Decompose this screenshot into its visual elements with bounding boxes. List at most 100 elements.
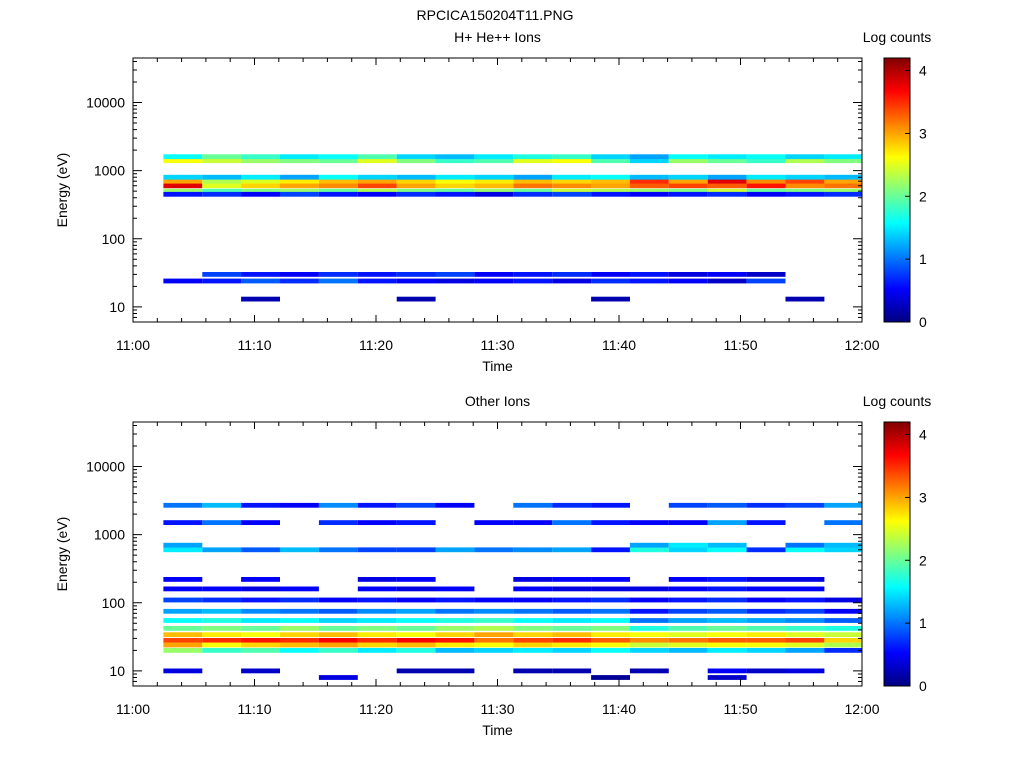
heatmap-cell xyxy=(435,154,475,160)
heatmap-cell xyxy=(474,183,514,189)
heatmap-cell xyxy=(435,191,475,197)
heatmap-cell xyxy=(280,547,319,553)
heatmap-cell xyxy=(552,158,592,164)
heatmap-cell xyxy=(707,626,747,631)
heatmap-cell xyxy=(785,183,825,189)
heatmap-cell xyxy=(318,272,358,277)
colorbar-tick-label: 3 xyxy=(919,489,927,505)
heatmap-cell xyxy=(591,502,630,508)
heatmap-cell xyxy=(163,642,203,648)
colorbar: Log counts 0 1 2 3 4 xyxy=(863,29,932,330)
heatmap-cell xyxy=(202,188,242,194)
heatmap-cell xyxy=(513,577,553,582)
heatmap-cell xyxy=(629,188,669,194)
heatmap-cell xyxy=(318,648,358,653)
heatmap-cell xyxy=(746,642,786,648)
heatmap-cell xyxy=(474,608,514,614)
heatmap-cell xyxy=(318,618,358,623)
heatmap-cells xyxy=(163,154,862,302)
heatmap-cell xyxy=(668,638,708,643)
heatmap-cell xyxy=(785,648,825,653)
heatmap-cell xyxy=(591,278,630,284)
heatmap-cell xyxy=(707,586,747,592)
heatmap-cell xyxy=(202,191,242,197)
heatmap-cell xyxy=(202,178,242,184)
heatmap-cell xyxy=(435,547,475,553)
heatmap-cell xyxy=(241,638,280,643)
heatmap-cell xyxy=(707,520,747,525)
heatmap-cell xyxy=(668,648,708,653)
heatmap-cell xyxy=(746,502,786,508)
heatmap-cell xyxy=(435,502,475,508)
heatmap-cell xyxy=(396,597,436,603)
heatmap-cell xyxy=(202,632,242,638)
heatmap-cell xyxy=(202,642,242,648)
heatmap-cell xyxy=(824,618,862,623)
heatmap-cell xyxy=(396,638,436,643)
heatmap-cell xyxy=(474,547,514,553)
heatmap-cell xyxy=(396,154,436,160)
heatmap-cell xyxy=(552,547,592,553)
heatmap-cell xyxy=(668,577,708,582)
heatmap-cell xyxy=(202,586,242,592)
heatmap-cell xyxy=(435,638,475,643)
heatmap-cell xyxy=(629,648,669,653)
heatmap-cell xyxy=(591,174,630,180)
heatmap-cell xyxy=(513,597,553,603)
heatmap-cell xyxy=(163,154,203,160)
heatmap-cell xyxy=(591,597,630,603)
heatmap-cell xyxy=(513,183,553,189)
heatmap-cell xyxy=(629,626,669,631)
heatmap-cell xyxy=(163,632,203,638)
heatmap-cell xyxy=(163,158,203,164)
heatmap-cell xyxy=(591,675,630,680)
heatmap-cell xyxy=(318,632,358,638)
heatmap-cell xyxy=(552,648,592,653)
x-tick-label: 12:00 xyxy=(844,337,879,353)
heatmap-cell xyxy=(357,577,397,582)
heatmap-cell xyxy=(785,597,825,603)
heatmap-cell xyxy=(552,183,592,189)
heatmap-cell xyxy=(357,158,397,164)
heatmap-cell xyxy=(824,597,862,603)
heatmap-cell xyxy=(357,626,397,631)
heatmap-cell xyxy=(318,278,358,284)
heatmap-cell xyxy=(591,577,630,582)
heatmap-cell xyxy=(785,668,825,674)
heatmap-cell xyxy=(707,608,747,614)
heatmap-cell xyxy=(746,154,786,160)
heatmap-cell xyxy=(474,648,514,653)
heatmap-cell xyxy=(707,174,747,180)
heatmap-cell xyxy=(824,632,862,638)
heatmap-cell xyxy=(824,183,862,189)
heatmap-cell xyxy=(357,278,397,284)
colorbar-tick-label: 4 xyxy=(919,63,927,79)
heatmap-cell xyxy=(707,642,747,648)
heatmap-cell xyxy=(591,608,630,614)
heatmap-cell xyxy=(396,577,436,582)
heatmap-cell xyxy=(435,642,475,648)
heatmap-cell xyxy=(318,188,358,194)
heatmap-cell xyxy=(163,547,203,553)
heatmap-cell xyxy=(552,632,592,638)
heatmap-cell xyxy=(629,632,669,638)
heatmap-cell xyxy=(552,272,592,277)
heatmap-cell xyxy=(435,178,475,184)
heatmap-cell xyxy=(163,174,203,180)
heatmap-cell xyxy=(318,597,358,603)
heatmap-cell xyxy=(474,278,514,284)
heatmap-cell xyxy=(629,668,669,674)
heatmap-cell xyxy=(318,638,358,643)
heatmap-cell xyxy=(746,174,786,180)
heatmap-cell xyxy=(552,174,592,180)
heatmap-cell xyxy=(241,502,280,508)
heatmap-cell xyxy=(785,502,825,508)
heatmap-cell xyxy=(629,174,669,180)
heatmap-cell xyxy=(785,626,825,631)
heatmap-cell xyxy=(474,597,514,603)
x-tick-label: 11:10 xyxy=(238,337,272,353)
heatmap-cell xyxy=(629,191,669,197)
colorbar-tick-label: 1 xyxy=(919,251,927,267)
heatmap-cell xyxy=(163,626,203,631)
heatmap-cell xyxy=(241,547,280,553)
